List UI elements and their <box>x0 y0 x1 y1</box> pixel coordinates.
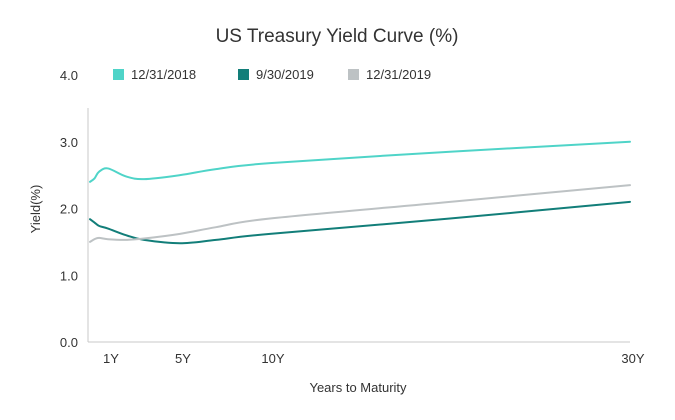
legend-swatch <box>113 69 124 80</box>
y-axis-ticks: 0.0 1.0 2.0 3.0 4.0 <box>60 68 78 350</box>
series-lines <box>89 140 631 245</box>
x-axis-label: Years to Maturity <box>309 380 407 395</box>
legend-label: 12/31/2019 <box>366 67 431 82</box>
legend-item: 12/31/2018 <box>113 67 196 82</box>
x-axis-ticks: 1Y 5Y 10Y 30Y <box>103 351 645 366</box>
y-tick-label: 4.0 <box>60 68 78 83</box>
y-tick-label: 2.0 <box>60 202 78 217</box>
series-line-3 <box>89 184 631 243</box>
series-line-2 <box>89 200 631 245</box>
legend-label: 12/31/2018 <box>131 67 196 82</box>
chart-title: US Treasury Yield Curve (%) <box>216 26 459 47</box>
legend-swatch <box>238 69 249 80</box>
legend-item: 9/30/2019 <box>238 67 314 82</box>
x-tick-label: 30Y <box>621 351 644 366</box>
y-tick-label: 0.0 <box>60 335 78 350</box>
legend-swatch <box>348 69 359 80</box>
y-tick-label: 3.0 <box>60 135 78 150</box>
series-line-1 <box>89 140 631 183</box>
y-tick-label: 1.0 <box>60 268 78 283</box>
legend-item: 12/31/2019 <box>348 67 431 82</box>
legend: 12/31/2018 9/30/2019 12/31/2019 <box>113 67 431 82</box>
y-axis-label: Yield(%) <box>28 185 43 234</box>
x-tick-label: 10Y <box>261 351 284 366</box>
x-tick-label: 5Y <box>175 351 191 366</box>
legend-label: 9/30/2019 <box>256 67 314 82</box>
x-tick-label: 1Y <box>103 351 119 366</box>
